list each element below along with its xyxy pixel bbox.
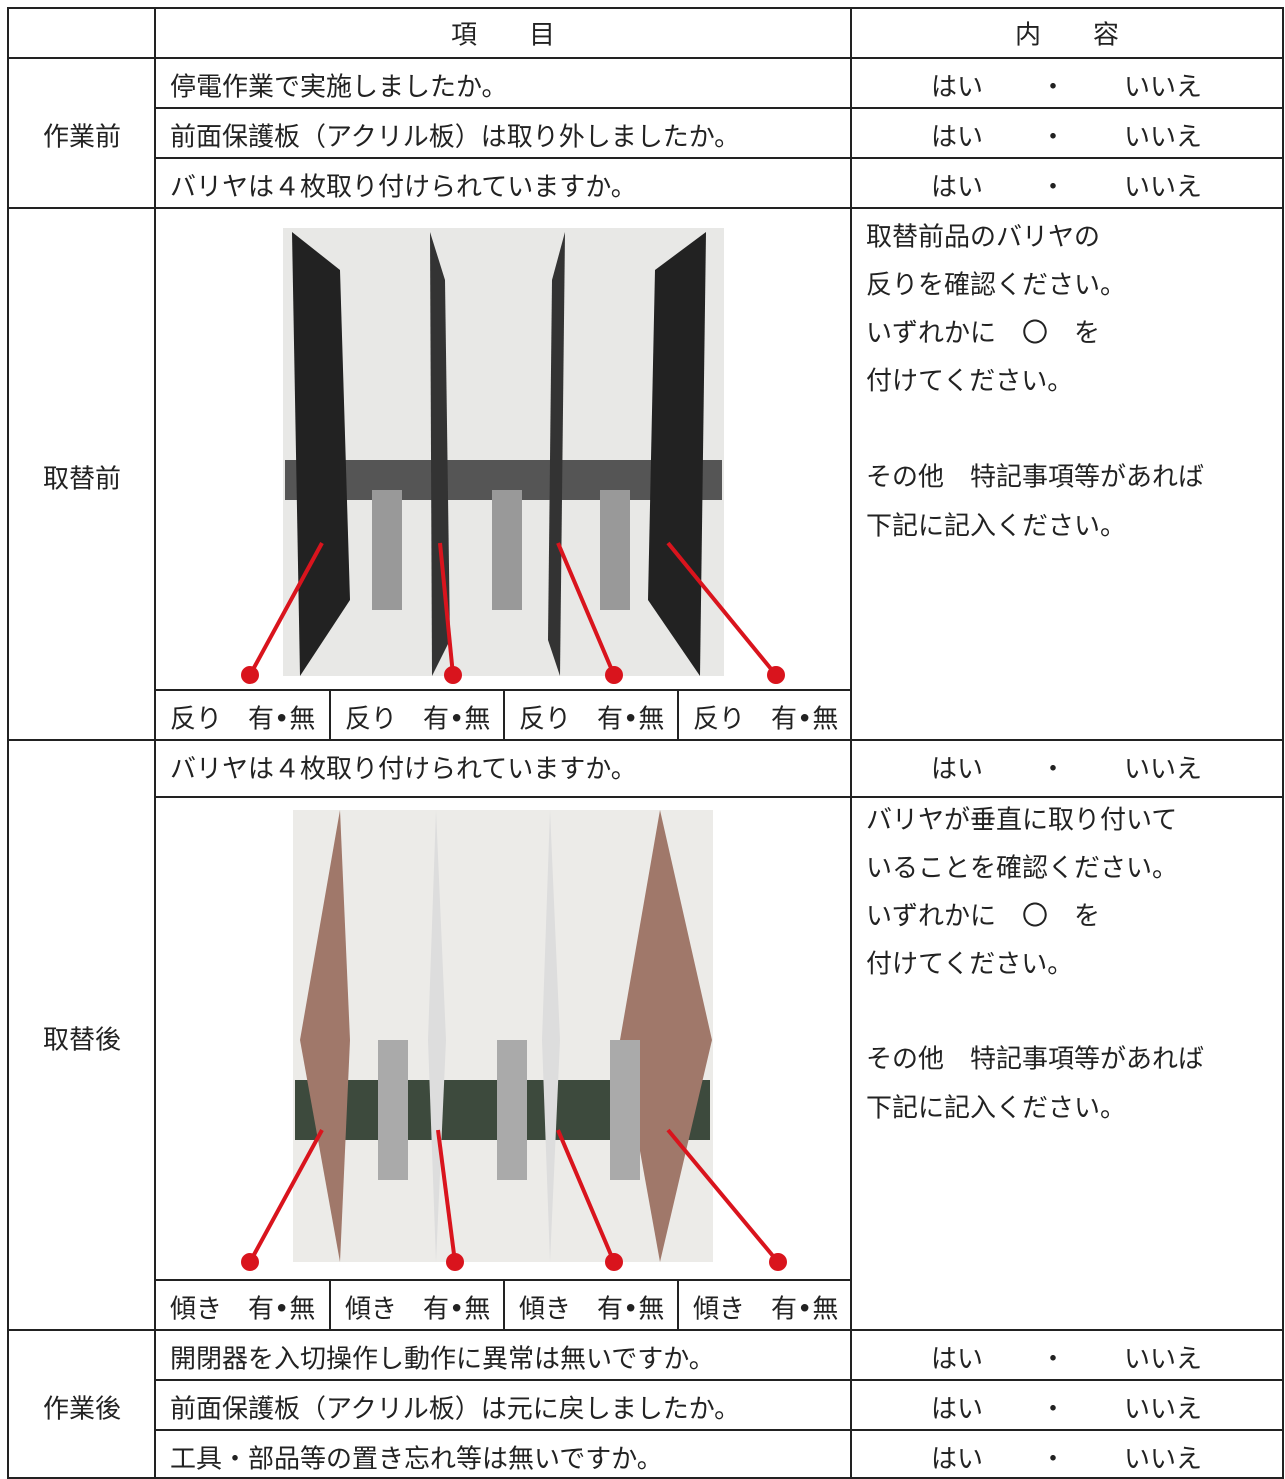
note-text: いることを確認ください。: [866, 854, 1178, 884]
answer-no: いいえ: [1124, 1345, 1202, 1375]
item-text: 前面保護板（アクリル板）は元に戻しましたか。: [170, 1395, 740, 1425]
answer-no: いいえ: [1124, 123, 1202, 153]
answer-no: いいえ: [1124, 173, 1202, 203]
header-item: 項 目: [451, 21, 555, 51]
answer-no: いいえ: [1124, 755, 1202, 785]
table-grid: [7, 7, 1284, 1479]
check-text: 反り 有•無: [345, 705, 490, 735]
note-text: 付けてください。: [866, 950, 1073, 980]
answer-sep: ・: [1040, 1445, 1066, 1475]
answer-no: いいえ: [1124, 1445, 1202, 1475]
item-text: バリヤは４枚取り付けられていますか。: [170, 173, 637, 203]
item-text: 工具・部品等の置き忘れ等は無いですか。: [170, 1445, 663, 1475]
answer-yes: はい: [931, 755, 983, 785]
answer-no: いいえ: [1124, 73, 1202, 103]
item-text: 停電作業で実施しましたか。: [170, 73, 507, 103]
photo-before: [241, 228, 785, 684]
check-text: 反り 有•無: [170, 705, 315, 735]
check-text: 傾き 有•無: [693, 1295, 838, 1325]
note-text: バリヤが垂直に取り付いて: [866, 806, 1177, 836]
item-text: 開閉器を入切操作し動作に異常は無いですか。: [170, 1345, 715, 1375]
check-text: 反り 有•無: [693, 705, 838, 735]
note-text: その他 特記事項等があれば: [866, 463, 1204, 493]
answer-sep: ・: [1040, 1395, 1066, 1425]
answer-yes: はい: [931, 1395, 983, 1425]
note-text: 下記に記入ください。: [866, 512, 1126, 542]
answer-sep: ・: [1040, 73, 1066, 103]
answer-yes: はい: [931, 123, 983, 153]
check-text: 反り 有•無: [519, 705, 664, 735]
note-text: 反りを確認ください。: [866, 271, 1126, 301]
check-text: 傾き 有•無: [519, 1295, 664, 1325]
answer-no: いいえ: [1124, 1395, 1202, 1425]
note-text: いずれかに 〇 を: [866, 902, 1100, 932]
answer-sep: ・: [1040, 755, 1066, 785]
answer-yes: はい: [931, 73, 983, 103]
note-text: 付けてください。: [866, 367, 1073, 397]
check-text: 傾き 有•無: [345, 1295, 490, 1325]
section-label: 作業前: [43, 123, 121, 153]
answer-yes: はい: [931, 173, 983, 203]
note-text: その他 特記事項等があれば: [866, 1045, 1204, 1075]
answer-sep: ・: [1040, 1345, 1066, 1375]
answer-yes: はい: [931, 1445, 983, 1475]
note-text: いずれかに 〇 を: [866, 319, 1100, 349]
section-label: 作業後: [43, 1395, 121, 1425]
answer-yes: はい: [931, 1345, 983, 1375]
header-content: 内 容: [1015, 21, 1119, 51]
photo-after: [241, 810, 787, 1271]
check-text: 傾き 有•無: [170, 1295, 315, 1325]
note-text: 取替前品のバリヤの: [866, 223, 1100, 253]
item-text: バリヤは４枚取り付けられていますか。: [170, 755, 637, 785]
item-text: 前面保護板（アクリル板）は取り外しましたか。: [170, 123, 740, 153]
answer-sep: ・: [1040, 173, 1066, 203]
answer-sep: ・: [1040, 123, 1066, 153]
note-text: 下記に記入ください。: [866, 1094, 1126, 1124]
section-label: 取替前: [43, 465, 121, 495]
section-label: 取替後: [43, 1026, 121, 1056]
